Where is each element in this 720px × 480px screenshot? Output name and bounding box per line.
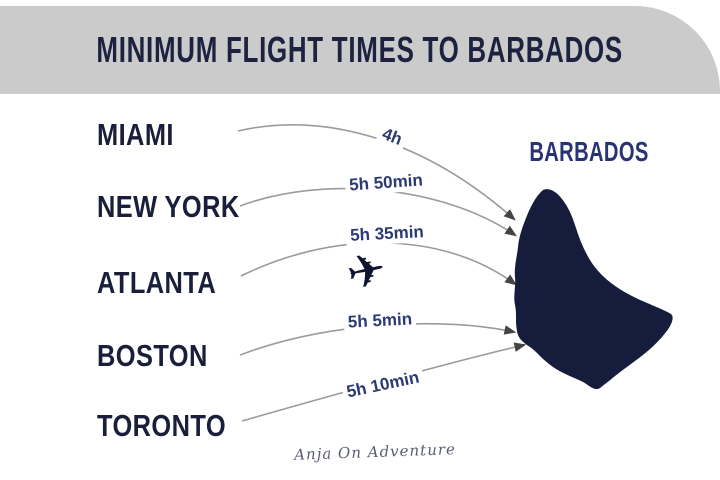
destination-label: BARBADOS (529, 136, 649, 167)
header-banner (0, 6, 720, 94)
city-label-atlanta: ATLANTA (97, 265, 217, 300)
city-label-boston: BOSTON (97, 338, 208, 373)
city-label-toronto: TORONTO (97, 408, 227, 443)
page-title-text: MINIMUM FLIGHT TIMES TO BARBADOS (96, 29, 624, 70)
flight-time-atlanta: 5h 35min (345, 221, 429, 247)
city-label-miami: MIAMI (97, 117, 174, 152)
route-arrow-miami (237, 124, 516, 221)
page-title: MINIMUM FLIGHT TIMES TO BARBADOS (0, 6, 720, 94)
flight-time-boston: 5h 5min (343, 309, 417, 333)
city-label-new-york: NEW YORK (97, 189, 240, 224)
barbados-map (514, 189, 673, 390)
